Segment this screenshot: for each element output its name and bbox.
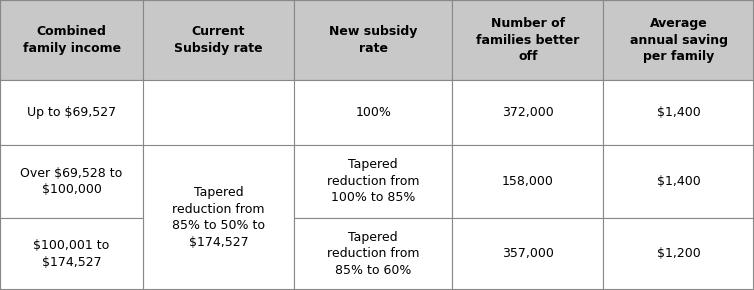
Bar [452, 145, 603, 218]
Text: Average
annual saving
per family: Average annual saving per family [630, 17, 728, 63]
Bar [294, 0, 452, 80]
Bar [143, 0, 294, 80]
Text: Over $69,528 to
$100,000: Over $69,528 to $100,000 [20, 166, 123, 196]
Bar [603, 145, 754, 218]
Bar [603, 218, 754, 290]
Text: $1,400: $1,400 [657, 106, 700, 119]
Text: Tapered
reduction from
100% to 85%: Tapered reduction from 100% to 85% [327, 158, 419, 204]
Text: $1,400: $1,400 [657, 175, 700, 188]
Text: 372,000: 372,000 [502, 106, 553, 119]
Bar [452, 0, 603, 80]
Bar [452, 80, 603, 145]
Text: Up to $69,527: Up to $69,527 [27, 106, 116, 119]
Bar [603, 0, 754, 80]
Bar [603, 80, 754, 145]
Text: Number of
families better
off: Number of families better off [476, 17, 580, 63]
Bar [0, 218, 143, 290]
Bar [294, 80, 452, 145]
Bar [294, 145, 452, 218]
Text: 158,000: 158,000 [502, 175, 553, 188]
Text: 100%: 100% [355, 106, 391, 119]
Text: $100,001 to
$174,527: $100,001 to $174,527 [33, 239, 110, 269]
Text: $1,200: $1,200 [657, 247, 700, 260]
Bar [0, 145, 143, 218]
Text: 357,000: 357,000 [502, 247, 553, 260]
Text: Tapered
reduction from
85% to 50% to
$174,527: Tapered reduction from 85% to 50% to $17… [172, 186, 265, 249]
Bar [294, 218, 452, 290]
Bar [0, 80, 143, 145]
Bar [452, 218, 603, 290]
Text: Current
Subsidy rate: Current Subsidy rate [174, 25, 263, 55]
Bar [0, 0, 143, 80]
Text: New subsidy
rate: New subsidy rate [329, 25, 418, 55]
Text: Tapered
reduction from
85% to 60%: Tapered reduction from 85% to 60% [327, 231, 419, 277]
Text: Combined
family income: Combined family income [23, 25, 121, 55]
Bar [143, 145, 294, 290]
